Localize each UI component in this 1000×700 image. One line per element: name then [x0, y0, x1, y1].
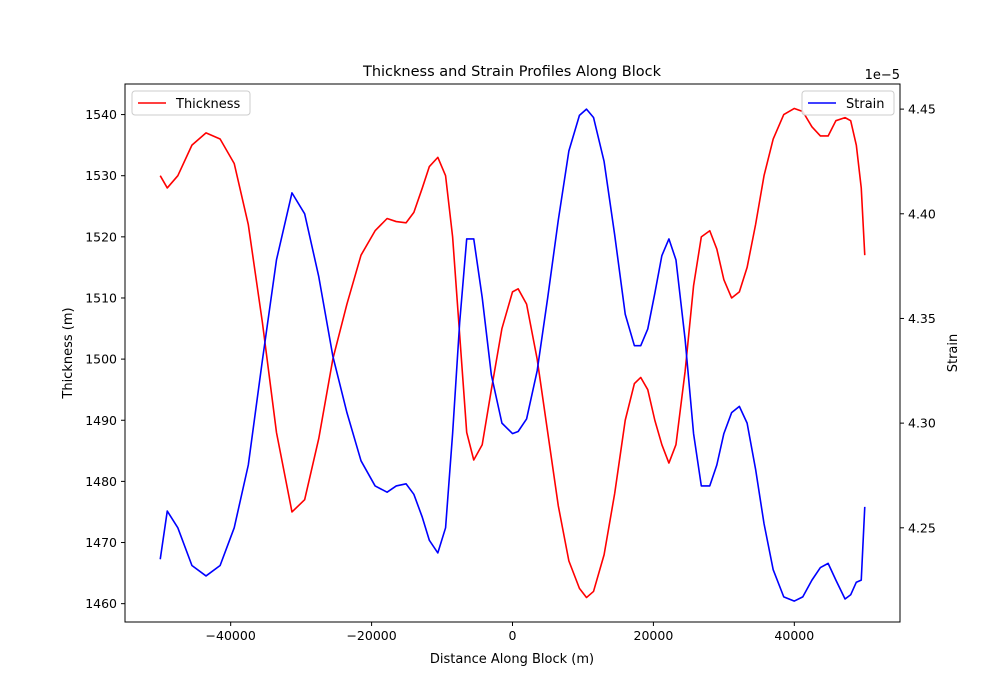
legend-thickness: Thickness: [131, 90, 251, 116]
axis-layer: −40000 −20000 0 20000 40000 1460 1470 1480 1490 1…: [85, 102, 936, 643]
y-tick-label-right: 4.35: [908, 311, 936, 326]
series-line-strain: [159, 108, 866, 602]
y-tick-label-left: 1460: [85, 596, 117, 611]
x-tick-label: 0: [509, 628, 517, 643]
x-tick-label: 40000: [774, 628, 814, 643]
legend-strain-box: [801, 90, 895, 116]
y-axis-label-right: Strain: [946, 334, 961, 373]
y-tick-label-left: 1500: [85, 352, 117, 367]
x-tick-label: −20000: [346, 628, 396, 643]
legend-strain-label: Strain: [846, 97, 885, 112]
chart-title: Thickness and Strain Profiles Along Bloc…: [362, 64, 662, 80]
x-tick-label: 20000: [634, 628, 674, 643]
y-tick-label-right: 4.40: [908, 206, 936, 221]
y-tick-label-left: 1510: [85, 290, 117, 305]
y-tick-label-left: 1530: [85, 168, 117, 183]
y-tick-label-left: 1520: [85, 229, 117, 244]
legend-thickness-label: Thickness: [175, 97, 240, 112]
y-axis-label-left: Thickness (m): [61, 307, 76, 399]
legend-thickness-box: [131, 90, 251, 116]
y-tick-label-right: 4.25: [908, 520, 936, 535]
x-axis-label: Distance Along Block (m): [430, 652, 594, 667]
x-tick-label: −40000: [206, 628, 256, 643]
series-line-thickness: [159, 107, 866, 599]
right-axis-offset-text: 1e−5: [865, 68, 900, 83]
legend-strain: Strain: [801, 90, 895, 116]
y-tick-label-left: 1470: [85, 535, 117, 550]
y-tick-label-left: 1480: [85, 474, 117, 489]
series-layer: [159, 107, 866, 602]
y-tick-label-right: 4.30: [908, 416, 936, 431]
y-tick-label-left: 1540: [85, 107, 117, 122]
y-tick-label-right: 4.45: [908, 102, 936, 117]
y-tick-label-left: 1490: [85, 413, 117, 428]
